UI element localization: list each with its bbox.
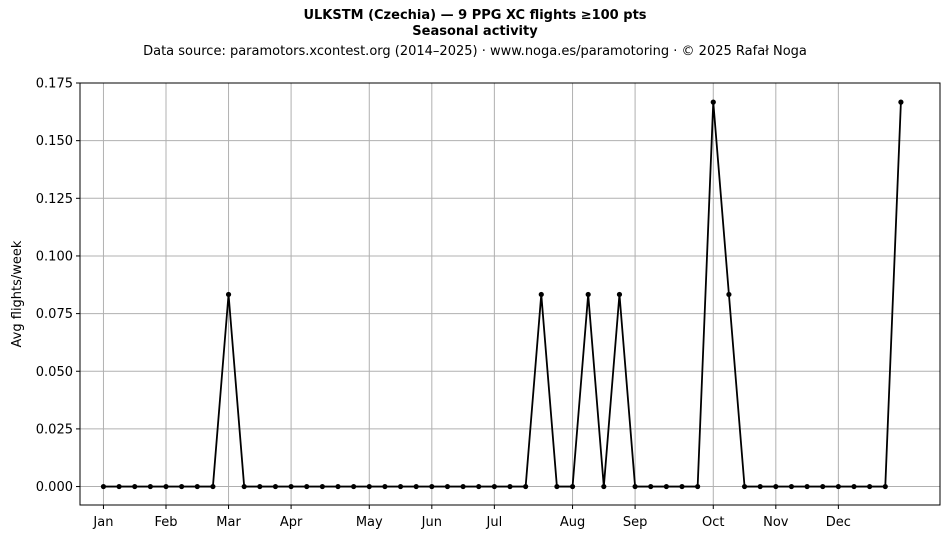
data-point	[116, 483, 122, 490]
data-point	[272, 483, 279, 490]
data-point	[147, 483, 153, 490]
data-point	[632, 483, 638, 490]
data-point	[335, 483, 341, 490]
data-point	[523, 483, 529, 490]
data-point	[241, 483, 247, 490]
data-source-note: Data source: paramotors.xcontest.org (20…	[143, 44, 807, 59]
data-point	[366, 483, 372, 490]
x-tick-label: Apr	[280, 515, 303, 530]
data-point	[851, 483, 857, 490]
data-point	[225, 291, 232, 298]
data-point	[804, 483, 810, 490]
data-point	[413, 483, 419, 490]
y-axis-label: Avg flights/week	[10, 240, 25, 347]
x-tick-label: Dec	[826, 515, 851, 530]
data-point	[616, 291, 623, 298]
data-point	[569, 483, 576, 490]
series-line-layer	[103, 102, 902, 488]
data-point	[898, 99, 904, 105]
data-point	[319, 483, 325, 490]
chart-title: ULKSTM (Czechia) — 9 PPG XC flights ≥100…	[303, 8, 647, 23]
x-tick-label: Feb	[154, 515, 177, 530]
y-tick-label: 0.000	[36, 480, 73, 495]
data-point	[663, 483, 669, 490]
data-point	[820, 483, 826, 490]
y-tick-label: 0.050	[36, 365, 73, 380]
series-points-layer	[100, 99, 904, 490]
y-tick-label: 0.150	[36, 134, 73, 149]
series-line	[103, 102, 902, 488]
data-point	[679, 483, 685, 490]
x-tick-label: Oct	[702, 515, 724, 530]
data-point	[476, 483, 482, 490]
data-point	[100, 483, 107, 490]
x-tick-label: Jul	[486, 515, 503, 530]
data-point	[835, 483, 841, 490]
chart-subtitle: Seasonal activity	[412, 24, 538, 39]
data-point	[726, 291, 732, 298]
x-tick-label: Mar	[216, 515, 241, 530]
data-point	[460, 483, 466, 490]
data-point	[741, 483, 748, 490]
data-point	[867, 483, 873, 490]
data-point	[257, 483, 263, 490]
x-tick-label: Jun	[421, 515, 442, 530]
data-point	[491, 483, 497, 490]
data-point	[882, 483, 888, 490]
y-tick-label: 0.025	[36, 422, 73, 437]
data-point	[585, 291, 591, 298]
x-tick-label: May	[356, 515, 383, 530]
x-tick-label: Sep	[623, 515, 648, 530]
grid-lines	[80, 82, 940, 505]
data-point	[194, 483, 200, 490]
data-point	[710, 99, 716, 105]
chart-header: ULKSTM (Czechia) — 9 PPG XC flights ≥100…	[0, 8, 950, 60]
data-point	[429, 483, 435, 490]
x-tick-label: Nov	[763, 515, 789, 530]
x-tick-label: Jan	[92, 515, 113, 530]
data-point	[648, 483, 654, 490]
data-point	[210, 483, 216, 490]
data-point	[351, 483, 357, 490]
y-tick-label: 0.175	[36, 77, 73, 92]
data-point	[757, 483, 763, 490]
data-point	[788, 483, 795, 490]
data-point	[163, 483, 169, 490]
data-point	[288, 483, 294, 490]
y-tick-label: 0.075	[36, 307, 73, 322]
data-point	[554, 483, 560, 490]
data-point	[179, 483, 185, 490]
data-point	[538, 291, 544, 298]
data-point	[601, 483, 607, 490]
data-point	[695, 483, 701, 490]
plot-area-frame	[79, 82, 941, 506]
data-point	[304, 483, 310, 490]
data-point	[397, 483, 404, 490]
data-point	[132, 483, 138, 490]
y-tick-label: 0.100	[36, 249, 73, 264]
x-tick-label: Aug	[560, 515, 585, 530]
y-tick-label: 0.125	[36, 192, 73, 207]
data-point	[444, 483, 451, 490]
data-point	[773, 483, 779, 490]
axis-ticks: 0.000 0.025 0.050 0.075 0.100 0.125 0.150 0.175…	[36, 77, 851, 531]
data-point	[507, 483, 513, 490]
data-point	[382, 483, 388, 490]
